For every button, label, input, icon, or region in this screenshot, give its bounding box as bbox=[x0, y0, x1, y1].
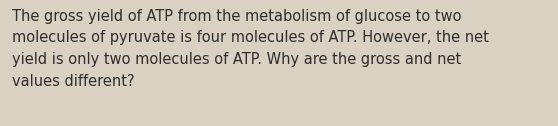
Text: The gross yield of ATP from the metabolism of glucose to two
molecules of pyruva: The gross yield of ATP from the metaboli… bbox=[12, 9, 489, 89]
